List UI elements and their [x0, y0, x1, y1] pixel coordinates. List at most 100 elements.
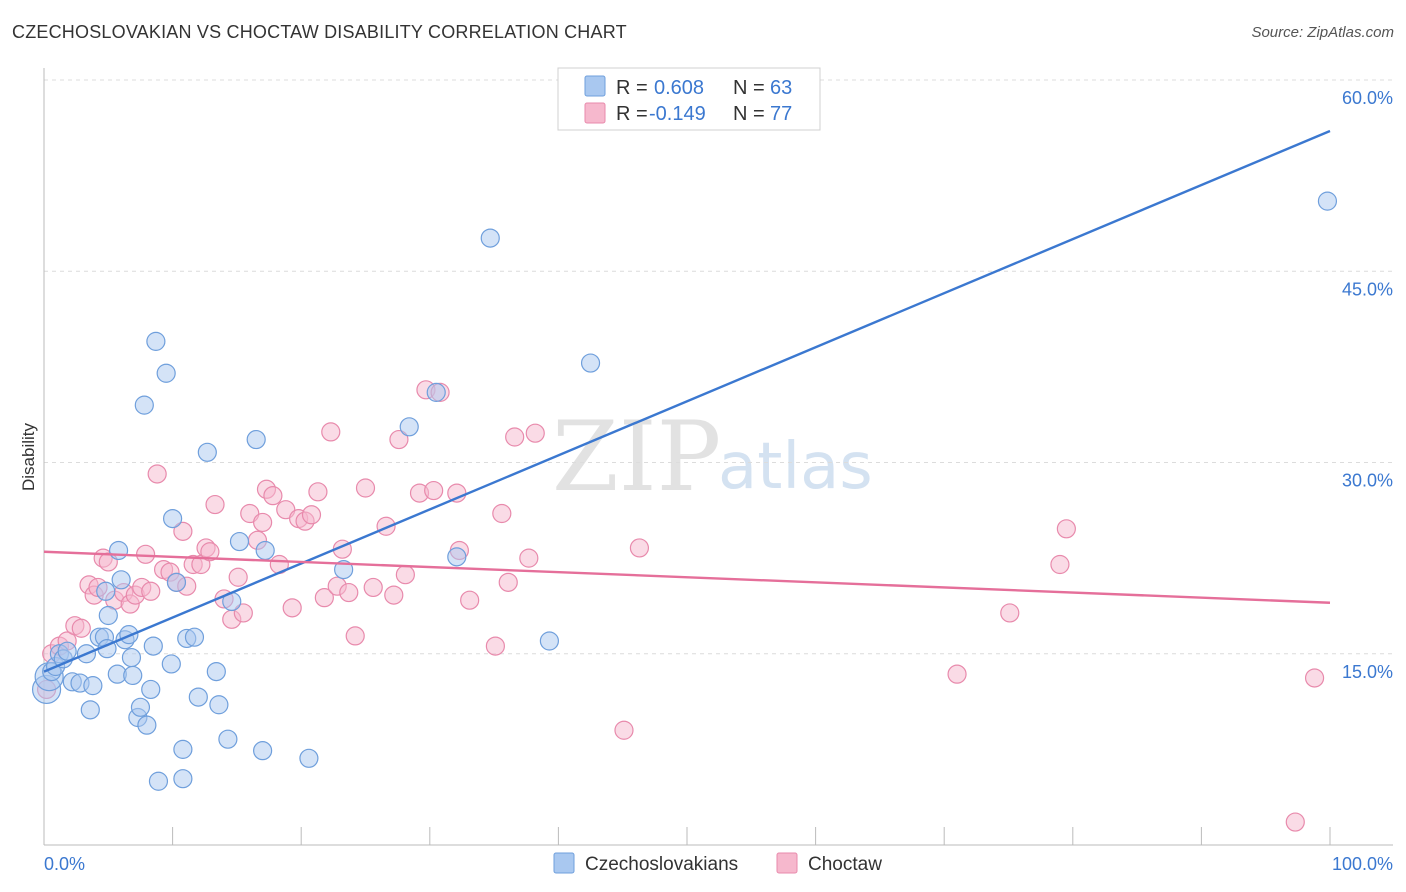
- point-choctaw: [447, 483, 467, 503]
- y-tick-label: 30.0%: [1342, 471, 1393, 491]
- point-czechoslovakians: [246, 429, 266, 450]
- point-czechoslovakians: [156, 363, 176, 383]
- point-czechoslovakians: [206, 661, 226, 682]
- point-choctaw: [629, 538, 650, 558]
- point-choctaw: [263, 486, 283, 506]
- point-choctaw: [614, 720, 634, 740]
- point-choctaw: [339, 582, 359, 603]
- point-choctaw: [947, 664, 967, 684]
- point-choctaw: [233, 603, 253, 623]
- point-choctaw: [525, 423, 545, 443]
- watermark-atlas: atlas: [718, 430, 873, 504]
- point-choctaw: [1000, 603, 1020, 623]
- point-choctaw: [173, 521, 193, 541]
- point-czechoslovakians: [188, 687, 208, 707]
- legend-n-value-2: 77: [770, 103, 792, 125]
- point-choctaw: [492, 503, 512, 524]
- point-czechoslovakians: [137, 715, 157, 735]
- grid: [44, 79, 1393, 655]
- y-tick-labels: 15.0% 30.0% 45.0% 60.0%: [1342, 88, 1393, 682]
- point-choctaw: [1285, 812, 1305, 832]
- point-choctaw: [1056, 519, 1076, 539]
- point-czechoslovakians: [299, 748, 319, 768]
- bottom-legend-swatch-choctaw: [776, 852, 798, 874]
- legend: R = 0.608 N = 63 R = -0.149 N = 77: [557, 67, 821, 131]
- point-choctaw: [314, 588, 334, 608]
- chart-title: CZECHOSLOVAKIAN VS CHOCTAW DISABILITY CO…: [12, 22, 627, 42]
- point-czechoslovakians: [166, 572, 187, 592]
- point-choctaw: [355, 478, 376, 498]
- point-choctaw: [1304, 668, 1325, 688]
- point-czechoslovakians: [229, 531, 250, 552]
- x-ticks: [172, 827, 1331, 845]
- trend-line-czechoslovakians: [43, 129, 1331, 673]
- point-choctaw: [205, 494, 225, 515]
- point-czechoslovakians: [143, 636, 163, 656]
- legend-r-value-1: 0.608: [654, 77, 704, 99]
- y-tick-label: 45.0%: [1342, 279, 1393, 299]
- point-choctaw: [282, 598, 302, 618]
- trend-lines: [43, 129, 1331, 673]
- point-czechoslovakians: [96, 581, 116, 601]
- bottom-legend-swatch-czechoslovakians: [553, 852, 575, 874]
- legend-swatch-czechoslovakians: [584, 75, 606, 97]
- point-choctaw: [485, 636, 505, 656]
- point-czechoslovakians: [580, 353, 601, 373]
- point-czechoslovakians: [148, 771, 169, 791]
- point-czechoslovakians: [197, 442, 217, 462]
- point-czechoslovakians: [173, 769, 193, 789]
- point-choctaw: [321, 422, 341, 442]
- point-czechoslovakians: [141, 679, 161, 700]
- watermark: ZIP atlas: [552, 401, 873, 513]
- point-choctaw: [200, 542, 220, 562]
- point-choctaw: [253, 512, 273, 533]
- point-czechoslovakians: [539, 631, 559, 651]
- point-czechoslovakians: [447, 547, 467, 567]
- point-czechoslovakians: [480, 228, 500, 248]
- point-choctaw: [519, 548, 539, 568]
- legend-r-label-2: R =: [616, 103, 648, 125]
- point-choctaw: [505, 427, 525, 447]
- y-tick-label: 15.0%: [1342, 662, 1393, 682]
- bottom-legend-label-choctaw: Choctaw: [808, 854, 882, 875]
- axes: [43, 68, 1393, 846]
- y-axis-label: Disability: [19, 422, 38, 491]
- point-choctaw: [141, 581, 161, 601]
- point-czechoslovakians: [146, 331, 166, 351]
- data-points: [31, 191, 1338, 832]
- point-czechoslovakians: [83, 676, 103, 696]
- legend-swatch-choctaw: [584, 102, 606, 124]
- legend-r-value-2: -0.149: [649, 103, 706, 125]
- point-czechoslovakians: [57, 641, 77, 661]
- point-czechoslovakians: [255, 540, 275, 561]
- x-tick-label-min: 0.0%: [44, 854, 85, 874]
- point-czechoslovakians: [399, 417, 419, 437]
- point-choctaw: [345, 626, 365, 646]
- point-czechoslovakians: [253, 741, 273, 761]
- point-czechoslovakians: [426, 382, 446, 402]
- legend-r-label-1: R =: [616, 77, 648, 99]
- point-czechoslovakians: [173, 739, 193, 759]
- trend-line-choctaw: [43, 550, 1331, 604]
- point-choctaw: [301, 505, 322, 525]
- chart-source: Source: ZipAtlas.com: [1251, 24, 1394, 41]
- legend-n-label-2: N =: [733, 103, 765, 125]
- point-czechoslovakians: [218, 729, 238, 749]
- point-choctaw: [363, 577, 383, 598]
- point-choctaw: [308, 482, 328, 502]
- point-czechoslovakians: [108, 540, 129, 561]
- x-tick-label-max: 100.0%: [1332, 854, 1393, 874]
- point-choctaw: [389, 429, 409, 450]
- point-czechoslovakians: [184, 627, 205, 647]
- legend-n-value-1: 63: [770, 77, 792, 99]
- bottom-legend-label-czechoslovakians: Czechoslovakians: [585, 854, 738, 875]
- point-czechoslovakians: [161, 654, 181, 674]
- point-choctaw: [147, 464, 167, 484]
- point-choctaw: [228, 567, 248, 587]
- point-choctaw: [498, 572, 518, 592]
- point-czechoslovakians: [111, 570, 131, 590]
- point-choctaw: [135, 544, 156, 564]
- point-choctaw: [1050, 554, 1070, 575]
- bottom-legend: Czechoslovakians Choctaw: [553, 852, 882, 875]
